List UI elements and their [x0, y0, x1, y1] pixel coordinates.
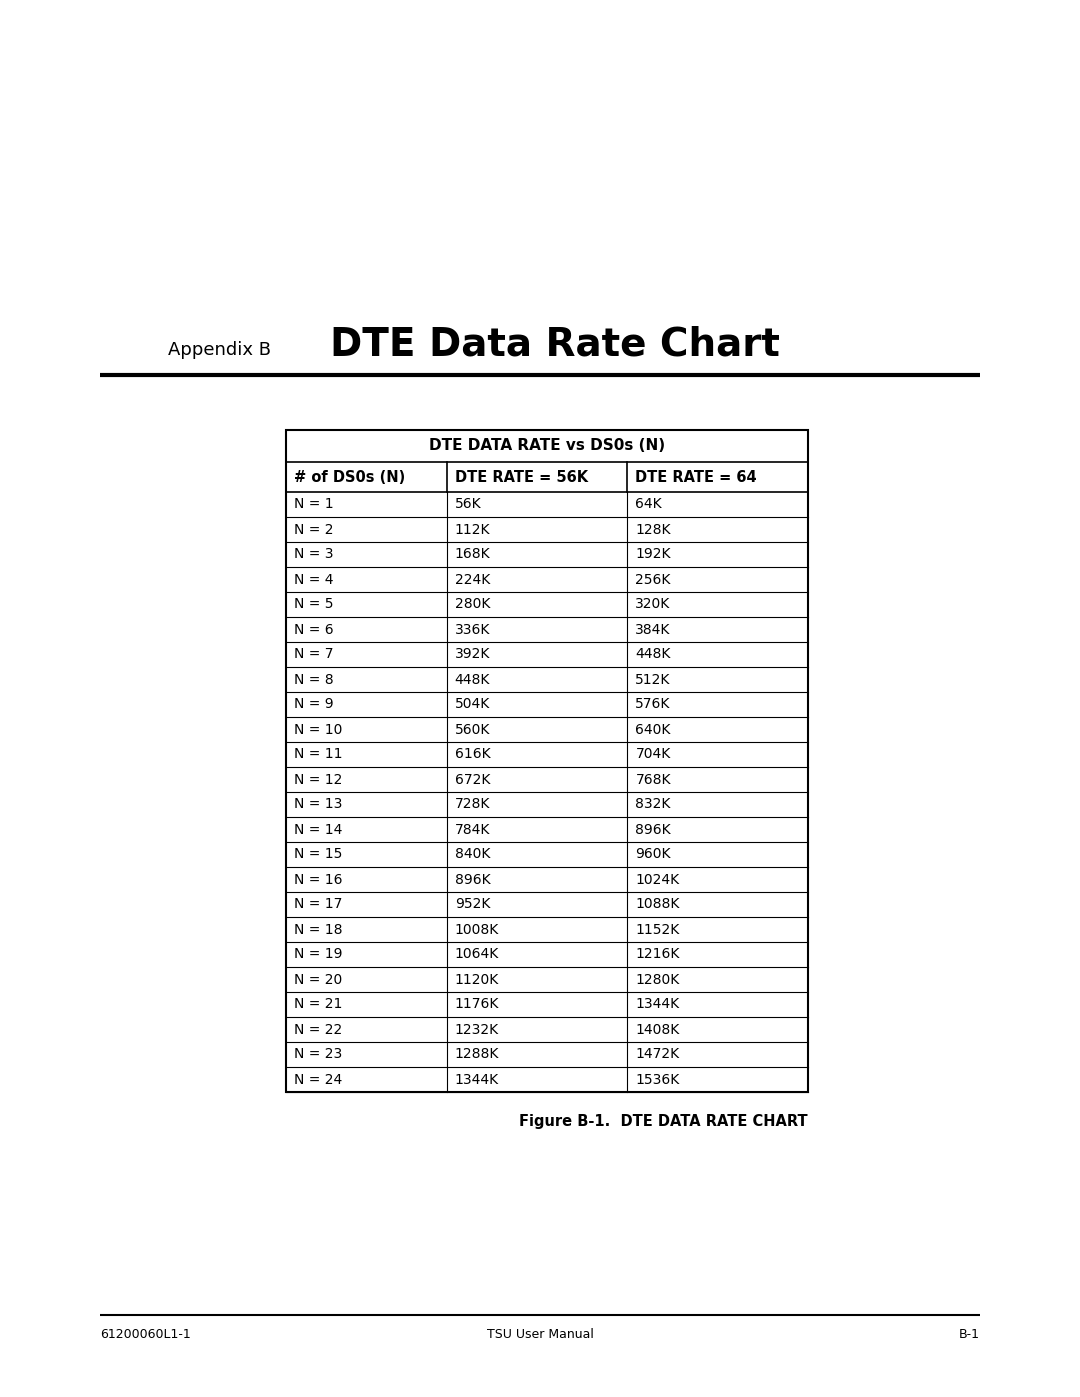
Text: 960K: 960K — [635, 848, 671, 862]
Text: 112K: 112K — [455, 522, 490, 536]
Text: 168K: 168K — [455, 548, 490, 562]
Text: 64K: 64K — [635, 497, 662, 511]
Text: 728K: 728K — [455, 798, 490, 812]
Text: 1232K: 1232K — [455, 1023, 499, 1037]
Text: N = 3: N = 3 — [294, 548, 334, 562]
Text: # of DS0s (N): # of DS0s (N) — [294, 469, 405, 485]
Text: 224K: 224K — [455, 573, 490, 587]
Text: 1120K: 1120K — [455, 972, 499, 986]
Text: 896K: 896K — [455, 873, 490, 887]
Text: N = 15: N = 15 — [294, 848, 342, 862]
Text: N = 13: N = 13 — [294, 798, 342, 812]
Text: 56K: 56K — [455, 497, 482, 511]
Text: 256K: 256K — [635, 573, 671, 587]
Text: 952K: 952K — [455, 897, 490, 911]
Text: N = 7: N = 7 — [294, 647, 334, 662]
Text: N = 18: N = 18 — [294, 922, 342, 936]
Text: 784K: 784K — [455, 823, 490, 837]
Text: 560K: 560K — [455, 722, 490, 736]
Text: 1024K: 1024K — [635, 873, 679, 887]
Text: N = 16: N = 16 — [294, 873, 342, 887]
Text: N = 11: N = 11 — [294, 747, 342, 761]
Text: TSU User Manual: TSU User Manual — [487, 1329, 593, 1341]
Text: N = 14: N = 14 — [294, 823, 342, 837]
Text: 616K: 616K — [455, 747, 490, 761]
Text: 336K: 336K — [455, 623, 490, 637]
Text: 1088K: 1088K — [635, 897, 679, 911]
Bar — [286, 430, 808, 1092]
Text: N = 8: N = 8 — [294, 672, 334, 686]
Text: 512K: 512K — [635, 672, 671, 686]
Text: N = 10: N = 10 — [294, 722, 342, 736]
Text: 128K: 128K — [635, 522, 671, 536]
Text: N = 1: N = 1 — [294, 497, 334, 511]
Text: 640K: 640K — [635, 722, 671, 736]
Text: 280K: 280K — [455, 598, 490, 612]
Text: 1408K: 1408K — [635, 1023, 679, 1037]
Text: DTE Data Rate Chart: DTE Data Rate Chart — [330, 326, 780, 363]
Text: 1344K: 1344K — [455, 1073, 499, 1087]
Text: 1280K: 1280K — [635, 972, 679, 986]
Text: 896K: 896K — [635, 823, 671, 837]
Text: 192K: 192K — [635, 548, 671, 562]
Text: N = 5: N = 5 — [294, 598, 334, 612]
Text: N = 6: N = 6 — [294, 623, 334, 637]
Text: 61200060L1-1: 61200060L1-1 — [100, 1329, 191, 1341]
Text: 704K: 704K — [635, 747, 671, 761]
Text: 448K: 448K — [455, 672, 490, 686]
Text: N = 17: N = 17 — [294, 897, 342, 911]
Text: N = 2: N = 2 — [294, 522, 334, 536]
Text: 1216K: 1216K — [635, 947, 679, 961]
Text: DTE RATE = 64: DTE RATE = 64 — [635, 469, 757, 485]
Text: 448K: 448K — [635, 647, 671, 662]
Text: N = 19: N = 19 — [294, 947, 342, 961]
Text: 672K: 672K — [455, 773, 490, 787]
Text: 840K: 840K — [455, 848, 490, 862]
Text: DTE DATA RATE vs DS0s (N): DTE DATA RATE vs DS0s (N) — [429, 439, 665, 454]
Text: 768K: 768K — [635, 773, 671, 787]
Text: 504K: 504K — [455, 697, 490, 711]
Text: 1152K: 1152K — [635, 922, 679, 936]
Text: 1288K: 1288K — [455, 1048, 499, 1062]
Text: DTE RATE = 56K: DTE RATE = 56K — [455, 469, 588, 485]
Text: 1064K: 1064K — [455, 947, 499, 961]
Text: 1344K: 1344K — [635, 997, 679, 1011]
Text: 1008K: 1008K — [455, 922, 499, 936]
Text: N = 4: N = 4 — [294, 573, 334, 587]
Text: N = 20: N = 20 — [294, 972, 342, 986]
Text: Appendix B: Appendix B — [168, 341, 271, 359]
Text: 384K: 384K — [635, 623, 671, 637]
Text: 832K: 832K — [635, 798, 671, 812]
Text: B-1: B-1 — [959, 1329, 980, 1341]
Text: N = 22: N = 22 — [294, 1023, 342, 1037]
Text: 320K: 320K — [635, 598, 671, 612]
Text: N = 12: N = 12 — [294, 773, 342, 787]
Text: 1536K: 1536K — [635, 1073, 679, 1087]
Text: 392K: 392K — [455, 647, 490, 662]
Text: 1472K: 1472K — [635, 1048, 679, 1062]
Text: Figure B-1.  DTE DATA RATE CHART: Figure B-1. DTE DATA RATE CHART — [519, 1113, 808, 1129]
Text: N = 21: N = 21 — [294, 997, 342, 1011]
Text: N = 9: N = 9 — [294, 697, 334, 711]
Text: N = 23: N = 23 — [294, 1048, 342, 1062]
Text: 576K: 576K — [635, 697, 671, 711]
Text: N = 24: N = 24 — [294, 1073, 342, 1087]
Text: 1176K: 1176K — [455, 997, 499, 1011]
